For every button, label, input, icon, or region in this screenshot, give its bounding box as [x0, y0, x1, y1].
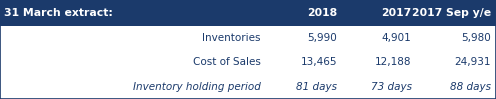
Text: 2017 Sep y/e: 2017 Sep y/e: [412, 8, 491, 18]
Text: 24,931: 24,931: [454, 57, 491, 67]
Text: 4,901: 4,901: [382, 33, 412, 43]
Bar: [0, 26, 496, 50]
Bar: [0, 75, 496, 99]
Text: 12,188: 12,188: [375, 57, 412, 67]
Text: 88 days: 88 days: [450, 82, 491, 92]
Text: 73 days: 73 days: [371, 82, 412, 92]
Text: Inventory holding period: Inventory holding period: [132, 82, 260, 92]
Text: Inventories: Inventories: [202, 33, 260, 43]
Text: 2017: 2017: [381, 8, 412, 18]
Text: 5,980: 5,980: [461, 33, 491, 43]
Text: 31 March extract:: 31 March extract:: [4, 8, 113, 18]
Text: 13,465: 13,465: [301, 57, 337, 67]
Text: 5,990: 5,990: [308, 33, 337, 43]
Bar: [0, 50, 496, 75]
Text: 2018: 2018: [307, 8, 337, 18]
Bar: [0, 0, 496, 26]
Text: 81 days: 81 days: [296, 82, 337, 92]
Text: Cost of Sales: Cost of Sales: [192, 57, 260, 67]
